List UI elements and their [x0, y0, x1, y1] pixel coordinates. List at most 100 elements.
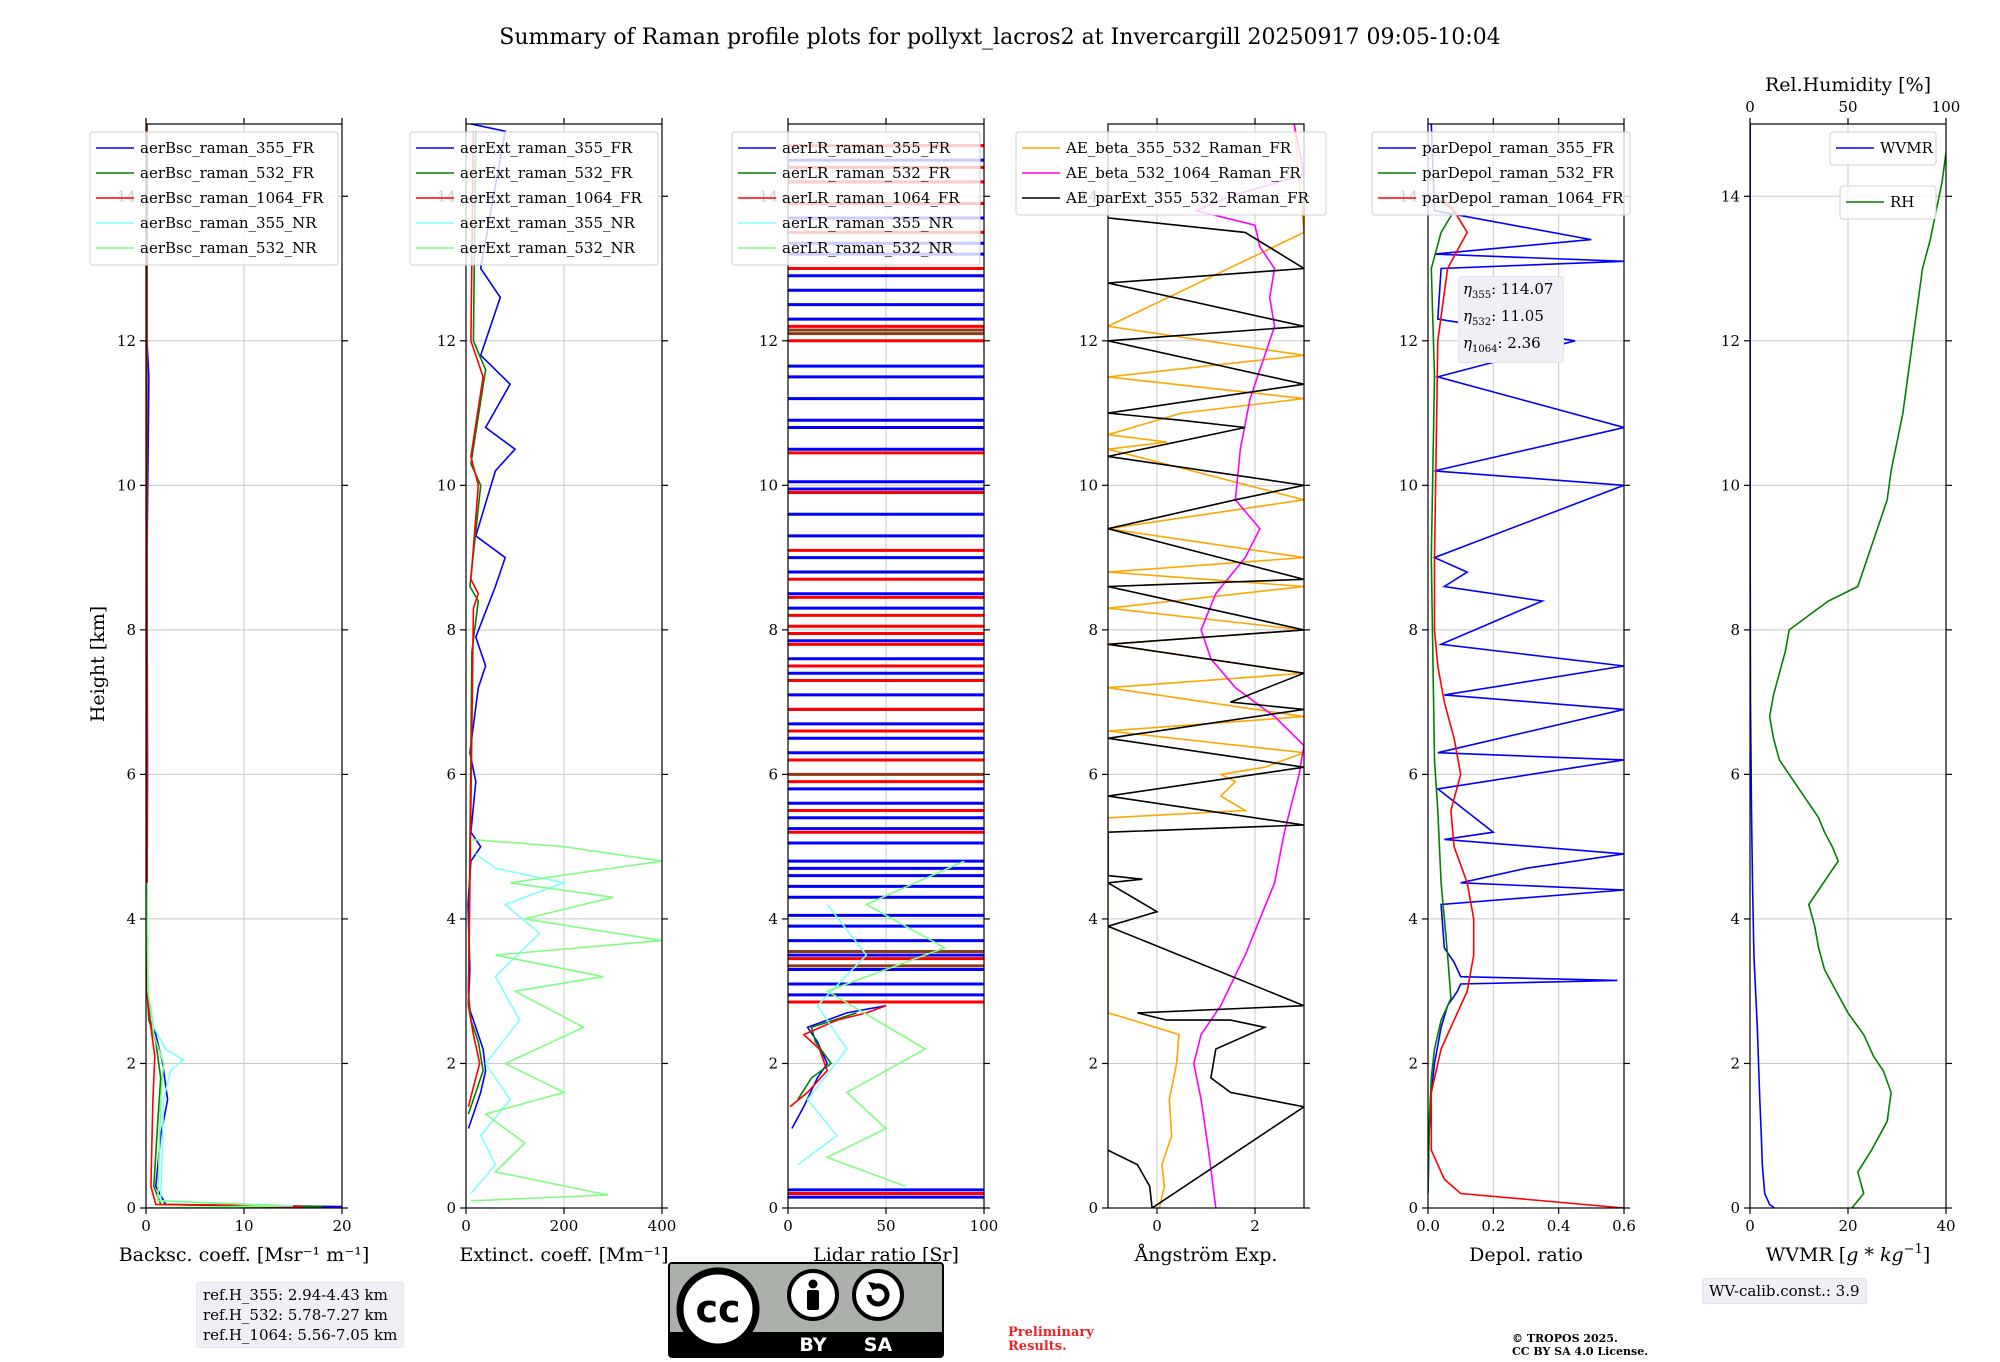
y-tick-label: 0 [1408, 1199, 1418, 1217]
y-tick-label: 12 [1079, 332, 1098, 350]
y-axis-label: Height [km] [87, 606, 109, 722]
x-axis-label-unit: g * kg [1846, 1244, 1903, 1266]
legend-frame [1371, 131, 1631, 216]
x-tick-label: 100 [970, 1217, 999, 1235]
axes-frame [1749, 123, 1947, 1209]
series-aerExt_raman_355_NR [470, 853, 567, 1195]
y-tick-label: 0 [768, 1199, 778, 1217]
preliminary-line-1: Preliminary [1008, 1325, 1094, 1340]
x-tick-label: 0 [1152, 1217, 1162, 1235]
copyright-note: © TROPOS 2025. CC BY SA 4.0 License. [1512, 1332, 1648, 1358]
legend-entry: aerExt_raman_1064_FR [460, 189, 642, 207]
x-tick-label: 20 [1838, 1217, 1857, 1235]
copyright-line-1: © TROPOS 2025. [1512, 1332, 1618, 1345]
x-tick-label: 200 [550, 1217, 579, 1235]
series-aerExt_raman_532_NR [470, 838, 662, 1202]
legend-entry: AE_parExt_355_532_Raman_FR [1065, 189, 1310, 207]
legend-entry: AE_beta_355_532_Raman_FR [1065, 139, 1292, 157]
x-tick-label: 0 [141, 1217, 151, 1235]
y-tick-label: 12 [117, 332, 136, 350]
figure-title: Summary of Raman profile plots for polly… [499, 25, 1500, 50]
legend-entry: aerLR_raman_532_NR [782, 239, 953, 257]
eta-355: η355: 114.07 [1463, 280, 1554, 301]
legend-frame [1839, 185, 1937, 220]
panel-angstrom: 0246810121402Ångström Exp.AE_beta_355_53… [1015, 118, 1327, 1266]
y-tick-label: 8 [1088, 621, 1098, 639]
y-tick-label: 10 [437, 476, 456, 494]
y-tick-label: 12 [437, 332, 456, 350]
y-tick-label: 6 [126, 765, 136, 783]
axes-frame [1107, 123, 1305, 1209]
legend: parDepol_raman_355_FR parDepol_raman_532_… [1371, 131, 1631, 216]
x-tick-label: 0.0 [1416, 1217, 1440, 1235]
sa-icon [852, 1269, 904, 1321]
y-tick-label: 8 [768, 621, 778, 639]
series-aerLR_raman_355_FR [791, 1004, 887, 1129]
x-tick-label: 50 [876, 1217, 895, 1235]
x-axis-label: Backsc. coeff. [Msr⁻¹ m⁻¹] [119, 1244, 370, 1266]
y-tick-label: 6 [1730, 765, 1740, 783]
plot-area [146, 124, 342, 1208]
legend-entry: aerBsc_raman_532_FR [140, 164, 315, 182]
y-tick-label: 6 [1408, 765, 1418, 783]
legend-entry: aerBsc_raman_1064_FR [140, 189, 324, 207]
top-x-tick-label: 0 [1745, 98, 1755, 116]
top-x-tick-label: 50 [1838, 98, 1857, 116]
y-tick-label: 8 [1408, 621, 1418, 639]
y-tick-label: 14 [1721, 187, 1740, 205]
y-tick-label: 2 [1088, 1054, 1098, 1072]
y-tick-label: 12 [759, 332, 778, 350]
series-RH [1768, 152, 1946, 1208]
y-tick-label: 10 [759, 476, 778, 494]
series-AE_beta_532_1064_Raman_FR [1192, 124, 1304, 1208]
x-axis-label: Extinct. coeff. [Mm⁻¹] [459, 1244, 668, 1266]
x-tick-label: 0.4 [1547, 1217, 1571, 1235]
legend-frame [1829, 131, 1937, 166]
y-tick-label: 2 [768, 1054, 778, 1072]
legend-entry: RH [1890, 193, 1914, 211]
series-aerLR_raman_1064_FR [789, 1004, 887, 1108]
y-tick-label: 8 [1730, 621, 1740, 639]
legend-entry: aerExt_raman_532_FR [460, 164, 633, 182]
y-tick-label: 10 [1079, 476, 1098, 494]
legend-entry: aerLR_raman_1064_FR [782, 189, 960, 207]
y-tick-label: 12 [1721, 332, 1740, 350]
y-tick-label: 0 [1088, 1199, 1098, 1217]
preliminary-note: Preliminary Results. [1008, 1326, 1094, 1354]
axes-frame [465, 123, 663, 1209]
legend-entry: aerBsc_raman_355_NR [140, 214, 317, 232]
x-tick-label: 0.2 [1481, 1217, 1505, 1235]
y-tick-label: 2 [1730, 1054, 1740, 1072]
sa-label: SA [864, 1334, 893, 1356]
y-tick-label: 4 [1408, 910, 1418, 928]
legend-frame [731, 131, 981, 266]
y-tick-label: 4 [446, 910, 456, 928]
series-aerLR_raman_532_NR [825, 860, 965, 1188]
y-tick-label: 2 [1408, 1054, 1418, 1072]
axes-frame [145, 123, 343, 1209]
y-tick-label: 0 [446, 1199, 456, 1217]
y-tick-label: 4 [1730, 910, 1740, 928]
legend-entry: AE_beta_532_1064_Raman_FR [1065, 164, 1301, 182]
legend-entry: WVMR [1880, 139, 1934, 157]
legend: aerExt_raman_355_FR aerExt_raman_532_FRae… [409, 131, 659, 266]
series-AE_beta_355_532_Raman_FR [1108, 124, 1304, 1208]
ref-heights-box: ref.H_355: 2.94-4.43 km ref.H_532: 5.78-… [196, 1282, 405, 1348]
series-aerBsc_raman_1064_FR [146, 124, 303, 1208]
wv-calib-box: WV-calib.const.: 3.9 [1702, 1278, 1867, 1304]
series-aerLR_raman_532_FR [797, 1012, 857, 1101]
legend-entry: aerBsc_raman_355_FR [140, 139, 315, 157]
panel-water_vapor: 0 2 4 6 8 10 12 14 0 20 40 WVMR [g * kg−1] 0 50 100Rel… [1721, 74, 1960, 1266]
series-AE_parExt_355_532_Raman_FR [1108, 217, 1304, 1208]
ref-height-532: ref.H_532: 5.78-7.27 km [203, 1306, 388, 1324]
cc-by-sa-badge: cc BY SA [668, 1262, 944, 1362]
legend-entry: aerLR_raman_355_NR [782, 214, 953, 232]
legend: AE_beta_355_532_Raman_FR AE_beta_532_1064… [1015, 131, 1327, 216]
eta-box: η355: 114.07 η532: 11.05 η1064: 2.36 [1458, 276, 1565, 363]
legend-entry: aerBsc_raman_532_NR [140, 239, 317, 257]
legend-rh: RH [1839, 185, 1937, 220]
series-aerBsc_raman_355_NR [146, 882, 294, 1208]
eta-1064: η1064: 2.36 [1463, 334, 1541, 355]
y-tick-label: 2 [446, 1054, 456, 1072]
